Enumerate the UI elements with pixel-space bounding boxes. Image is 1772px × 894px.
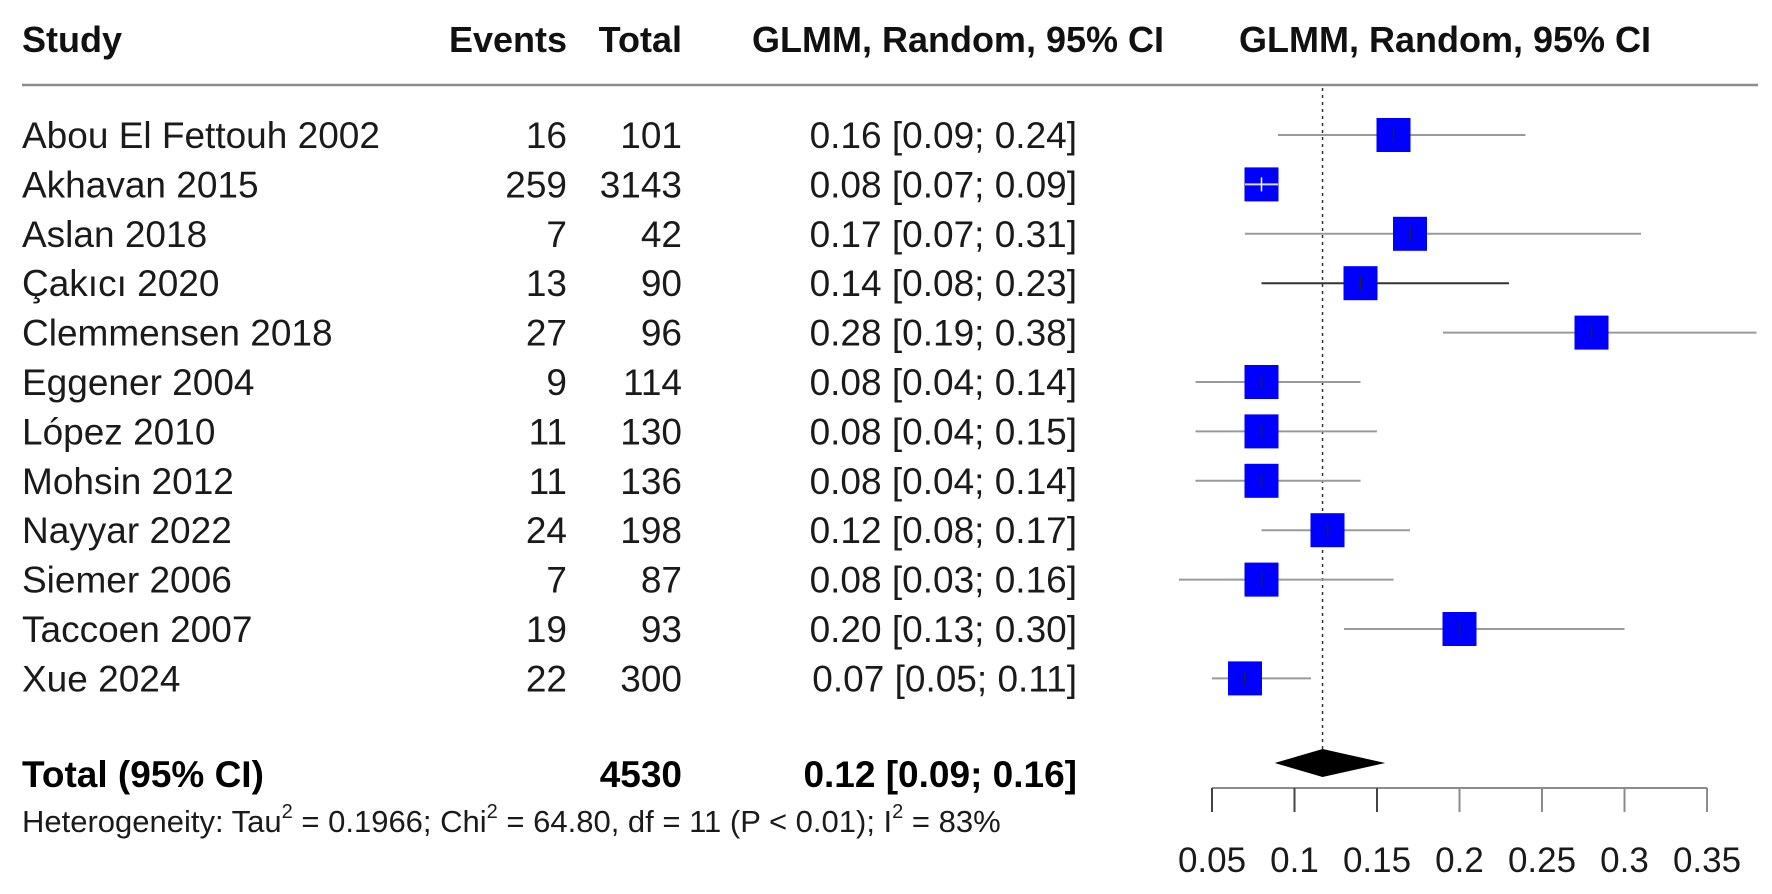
plot-marks	[1179, 88, 1757, 777]
study-events: 27	[526, 313, 567, 354]
study-row: Siemer 2006 7 87 0.08 [0.03; 0.16]	[22, 560, 1077, 601]
study-ci-text: 0.20 [0.13; 0.30]	[810, 609, 1077, 650]
study-events: 7	[546, 214, 567, 255]
study-row: Akhavan 2015 259 3143 0.08 [0.07; 0.09]	[22, 164, 1077, 205]
header-plot: GLMM, Random, 95% CI	[1239, 19, 1651, 60]
study-total: 130	[620, 411, 682, 452]
study-row: Abou El Fettouh 2002 16 101 0.16 [0.09; 0.2…	[22, 115, 1077, 156]
study-events: 9	[546, 362, 567, 403]
header-events: Events	[449, 19, 567, 60]
study-name: Siemer 2006	[22, 560, 232, 601]
study-events: 24	[526, 510, 567, 551]
study-ci-text: 0.08 [0.07; 0.09]	[810, 164, 1077, 205]
study-name: Aslan 2018	[22, 214, 207, 255]
study-row: López 2010 11 130 0.08 [0.04; 0.15]	[22, 411, 1077, 452]
header-total: Total	[599, 19, 682, 60]
study-name: Akhavan 2015	[22, 164, 259, 205]
study-name: Abou El Fettouh 2002	[22, 115, 380, 156]
x-axis-tick-label: 0.35	[1673, 841, 1741, 880]
study-ci-text: 0.07 [0.05; 0.11]	[812, 658, 1077, 699]
pooled-diamond	[1274, 749, 1386, 777]
study-name: Mohsin 2012	[22, 461, 234, 502]
x-axis-tick-label: 0.15	[1343, 841, 1411, 880]
study-ci-text: 0.08 [0.04; 0.15]	[810, 411, 1077, 452]
study-name: Nayyar 2022	[22, 510, 232, 551]
study-ci-text: 0.28 [0.19; 0.38]	[810, 313, 1077, 354]
study-events: 11	[529, 411, 567, 452]
study-row: Eggener 2004 9 114 0.08 [0.04; 0.14]	[22, 362, 1077, 403]
study-name: Xue 2024	[22, 658, 180, 699]
study-row: Xue 2024 22 300 0.07 [0.05; 0.11]	[22, 658, 1077, 699]
x-axis-tick-label: 0.25	[1508, 841, 1576, 880]
study-total: 90	[641, 263, 682, 304]
pooled-ci-text: 0.12 [0.09; 0.16]	[803, 754, 1077, 795]
study-total: 93	[641, 609, 682, 650]
study-total: 87	[641, 560, 682, 601]
study-total: 3143	[600, 164, 682, 205]
x-axis-tick-label: 0.1	[1270, 841, 1319, 880]
x-axis-tick-label: 0.3	[1600, 841, 1649, 880]
header-ci-text: GLMM, Random, 95% CI	[752, 19, 1164, 60]
study-row: Nayyar 2022 24 198 0.12 [0.08; 0.17]	[22, 510, 1077, 551]
study-name: López 2010	[22, 411, 215, 452]
heterogeneity-text: Heterogeneity: Tau2 = 0.1966; Chi2 = 64.…	[22, 801, 1001, 839]
study-events: 11	[529, 461, 567, 502]
pooled-total: 4530	[600, 754, 682, 795]
study-total: 300	[620, 658, 682, 699]
study-total: 96	[641, 313, 682, 354]
study-rows: Abou El Fettouh 2002 16 101 0.16 [0.09; 0.2…	[22, 115, 1077, 699]
x-axis-tick-label: 0.2	[1435, 841, 1484, 880]
study-row: Taccoen 2007 19 93 0.20 [0.13; 0.30]	[22, 609, 1077, 650]
study-row: Clemmensen 2018 27 96 0.28 [0.19; 0.38]	[22, 313, 1077, 354]
study-events: 259	[505, 164, 567, 205]
study-total: 42	[641, 214, 682, 255]
study-row: Çakıcı 2020 13 90 0.14 [0.08; 0.23]	[22, 263, 1077, 304]
study-events: 22	[526, 658, 567, 699]
study-total: 198	[620, 510, 682, 551]
study-row: Mohsin 2012 11 136 0.08 [0.04; 0.14]	[22, 461, 1077, 502]
study-ci-text: 0.14 [0.08; 0.23]	[810, 263, 1077, 304]
study-events: 16	[526, 115, 567, 156]
study-row: Aslan 2018 7 42 0.17 [0.07; 0.31]	[22, 214, 1077, 255]
study-name: Clemmensen 2018	[22, 313, 333, 354]
study-events: 7	[546, 560, 567, 601]
study-name: Eggener 2004	[22, 362, 254, 403]
study-events: 19	[526, 609, 567, 650]
study-ci-text: 0.12 [0.08; 0.17]	[810, 510, 1077, 551]
study-ci-text: 0.16 [0.09; 0.24]	[810, 115, 1077, 156]
study-ci-text: 0.08 [0.03; 0.16]	[810, 560, 1077, 601]
header-study: Study	[22, 19, 122, 60]
study-name: Taccoen 2007	[22, 609, 252, 650]
study-total: 101	[620, 115, 682, 156]
study-ci-text: 0.17 [0.07; 0.31]	[810, 214, 1077, 255]
study-total: 136	[620, 461, 682, 502]
study-ci-text: 0.08 [0.04; 0.14]	[810, 461, 1077, 502]
x-axis: 0.05 0.1 0.15 0.2 0.25 0.3 0.35	[1178, 787, 1741, 880]
study-events: 13	[526, 263, 567, 304]
pooled-label: Total (95% CI)	[22, 754, 264, 795]
x-axis-tick-label: 0.05	[1178, 841, 1246, 880]
study-total: 114	[623, 362, 682, 403]
study-name: Çakıcı 2020	[22, 263, 219, 304]
study-ci-text: 0.08 [0.04; 0.14]	[810, 362, 1077, 403]
